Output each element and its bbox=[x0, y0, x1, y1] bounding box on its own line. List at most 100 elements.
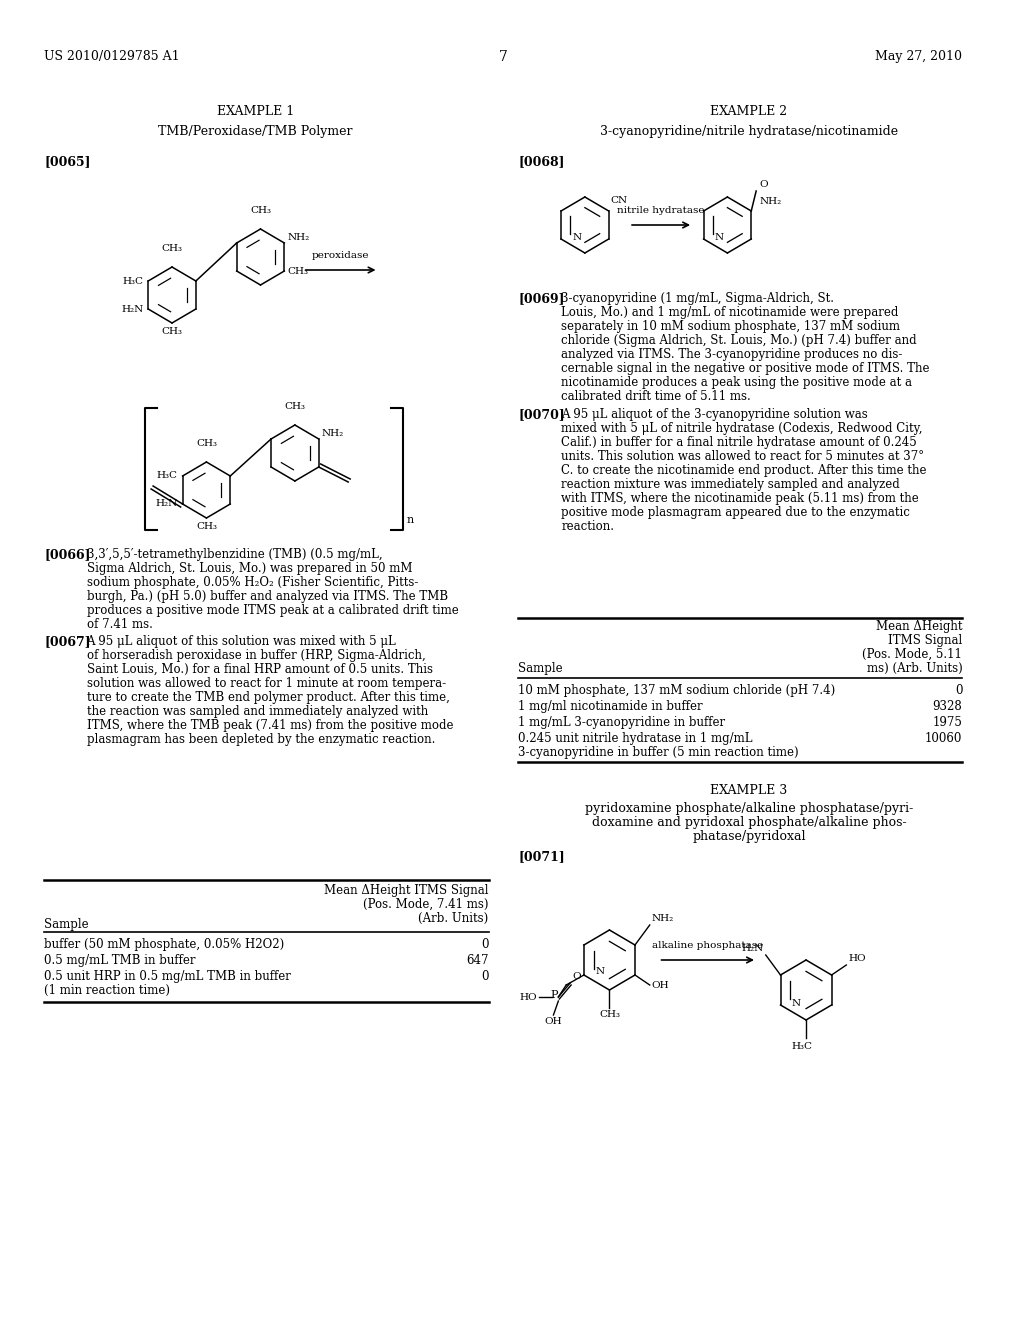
Text: NH₂: NH₂ bbox=[322, 429, 344, 438]
Text: the reaction was sampled and immediately analyzed with: the reaction was sampled and immediately… bbox=[86, 705, 428, 718]
Text: ITMS Signal: ITMS Signal bbox=[888, 634, 963, 647]
Text: of horseradish peroxidase in buffer (HRP, Sigma-Aldrich,: of horseradish peroxidase in buffer (HRP… bbox=[86, 649, 425, 663]
Text: Sample: Sample bbox=[44, 917, 89, 931]
Text: H₂N: H₂N bbox=[741, 944, 764, 953]
Text: nicotinamide produces a peak using the positive mode at a: nicotinamide produces a peak using the p… bbox=[561, 376, 912, 389]
Text: 10060: 10060 bbox=[925, 733, 963, 744]
Text: phatase/pyridoxal: phatase/pyridoxal bbox=[692, 830, 806, 843]
Text: NH₂: NH₂ bbox=[759, 197, 781, 206]
Text: TMB/Peroxidase/TMB Polymer: TMB/Peroxidase/TMB Polymer bbox=[159, 125, 353, 139]
Text: C. to create the nicotinamide end product. After this time the: C. to create the nicotinamide end produc… bbox=[561, 465, 927, 477]
Text: HO: HO bbox=[848, 954, 866, 964]
Text: N: N bbox=[595, 968, 604, 977]
Text: H₃C: H₃C bbox=[122, 276, 143, 285]
Text: of 7.41 ms.: of 7.41 ms. bbox=[86, 618, 153, 631]
Text: peroxidase: peroxidase bbox=[311, 251, 369, 260]
Text: HO: HO bbox=[519, 993, 537, 1002]
Text: 0.5 mg/mL TMB in buffer: 0.5 mg/mL TMB in buffer bbox=[44, 954, 196, 968]
Text: (1 min reaction time): (1 min reaction time) bbox=[44, 983, 170, 997]
Text: 3-cyanopyridine (1 mg/mL, Sigma-Aldrich, St.: 3-cyanopyridine (1 mg/mL, Sigma-Aldrich,… bbox=[561, 292, 835, 305]
Text: CH₃: CH₃ bbox=[196, 521, 217, 531]
Text: Calif.) in buffer for a final nitrile hydratase amount of 0.245: Calif.) in buffer for a final nitrile hy… bbox=[561, 436, 918, 449]
Text: 9328: 9328 bbox=[933, 700, 963, 713]
Text: OH: OH bbox=[651, 981, 670, 990]
Text: 0: 0 bbox=[481, 939, 488, 950]
Text: ITMS, where the TMB peak (7.41 ms) from the positive mode: ITMS, where the TMB peak (7.41 ms) from … bbox=[86, 719, 453, 733]
Text: (Arb. Units): (Arb. Units) bbox=[418, 912, 488, 925]
Text: CH₃: CH₃ bbox=[162, 244, 182, 253]
Text: alkaline phosphatase: alkaline phosphatase bbox=[652, 941, 763, 950]
Text: N: N bbox=[715, 232, 724, 242]
Text: EXAMPLE 1: EXAMPLE 1 bbox=[217, 106, 294, 117]
Text: ture to create the TMB end polymer product. After this time,: ture to create the TMB end polymer produ… bbox=[86, 690, 450, 704]
Text: NH₂: NH₂ bbox=[288, 234, 309, 243]
Text: H₂N: H₂N bbox=[121, 305, 143, 314]
Text: ms) (Arb. Units): ms) (Arb. Units) bbox=[866, 663, 963, 675]
Text: H₃C: H₃C bbox=[157, 471, 178, 480]
Text: Louis, Mo.) and 1 mg/mL of nicotinamide were prepared: Louis, Mo.) and 1 mg/mL of nicotinamide … bbox=[561, 306, 899, 319]
Text: produces a positive mode ITMS peak at a calibrated drift time: produces a positive mode ITMS peak at a … bbox=[86, 605, 459, 616]
Text: 0: 0 bbox=[481, 970, 488, 983]
Text: calibrated drift time of 5.11 ms.: calibrated drift time of 5.11 ms. bbox=[561, 389, 751, 403]
Text: O: O bbox=[572, 972, 581, 981]
Text: H₃C: H₃C bbox=[792, 1041, 813, 1051]
Text: [0068]: [0068] bbox=[518, 154, 564, 168]
Text: 3,3′,5,5′-tetramethylbenzidine (TMB) (0.5 mg/mL,: 3,3′,5,5′-tetramethylbenzidine (TMB) (0.… bbox=[86, 548, 382, 561]
Text: reaction.: reaction. bbox=[561, 520, 614, 533]
Text: 1 mg/ml nicotinamide in buffer: 1 mg/ml nicotinamide in buffer bbox=[518, 700, 702, 713]
Text: H₂N: H₂N bbox=[156, 499, 178, 508]
Text: [0069]: [0069] bbox=[518, 292, 564, 305]
Text: May 27, 2010: May 27, 2010 bbox=[876, 50, 963, 63]
Text: 3-cyanopyridine/nitrile hydratase/nicotinamide: 3-cyanopyridine/nitrile hydratase/nicoti… bbox=[600, 125, 898, 139]
Text: plasmagram has been depleted by the enzymatic reaction.: plasmagram has been depleted by the enzy… bbox=[86, 733, 435, 746]
Text: nitrile hydratase: nitrile hydratase bbox=[616, 206, 705, 215]
Text: US 2010/0129785 A1: US 2010/0129785 A1 bbox=[44, 50, 180, 63]
Text: [0067]: [0067] bbox=[44, 635, 91, 648]
Text: analyzed via ITMS. The 3-cyanopyridine produces no dis-: analyzed via ITMS. The 3-cyanopyridine p… bbox=[561, 348, 903, 360]
Text: burgh, Pa.) (pH 5.0) buffer and analyzed via ITMS. The TMB: burgh, Pa.) (pH 5.0) buffer and analyzed… bbox=[86, 590, 447, 603]
Text: (Pos. Mode, 5.11: (Pos. Mode, 5.11 bbox=[862, 648, 963, 661]
Text: buffer (50 mM phosphate, 0.05% H2O2): buffer (50 mM phosphate, 0.05% H2O2) bbox=[44, 939, 285, 950]
Text: chloride (Sigma Aldrich, St. Louis, Mo.) (pH 7.4) buffer and: chloride (Sigma Aldrich, St. Louis, Mo.)… bbox=[561, 334, 916, 347]
Text: 647: 647 bbox=[466, 954, 488, 968]
Text: NH₂: NH₂ bbox=[651, 913, 674, 923]
Text: CH₃: CH₃ bbox=[162, 327, 182, 337]
Text: units. This solution was allowed to react for 5 minutes at 37°: units. This solution was allowed to reac… bbox=[561, 450, 925, 463]
Text: Saint Louis, Mo.) for a final HRP amount of 0.5 units. This: Saint Louis, Mo.) for a final HRP amount… bbox=[86, 663, 432, 676]
Text: separately in 10 mM sodium phosphate, 137 mM sodium: separately in 10 mM sodium phosphate, 13… bbox=[561, 319, 900, 333]
Text: solution was allowed to react for 1 minute at room tempera-: solution was allowed to react for 1 minu… bbox=[86, 677, 445, 690]
Text: sodium phosphate, 0.05% H₂O₂ (Fisher Scientific, Pitts-: sodium phosphate, 0.05% H₂O₂ (Fisher Sci… bbox=[86, 576, 418, 589]
Text: A 95 μL aliquot of this solution was mixed with 5 μL: A 95 μL aliquot of this solution was mix… bbox=[86, 635, 396, 648]
Text: (Pos. Mode, 7.41 ms): (Pos. Mode, 7.41 ms) bbox=[364, 898, 488, 911]
Text: Mean ΔHeight: Mean ΔHeight bbox=[876, 620, 963, 634]
Text: positive mode plasmagram appeared due to the enzymatic: positive mode plasmagram appeared due to… bbox=[561, 506, 910, 519]
Text: 1975: 1975 bbox=[933, 715, 963, 729]
Text: Mean ΔHeight ITMS Signal: Mean ΔHeight ITMS Signal bbox=[324, 884, 488, 898]
Text: 0: 0 bbox=[954, 684, 963, 697]
Text: EXAMPLE 2: EXAMPLE 2 bbox=[711, 106, 787, 117]
Text: 0.5 unit HRP in 0.5 mg/mL TMB in buffer: 0.5 unit HRP in 0.5 mg/mL TMB in buffer bbox=[44, 970, 291, 983]
Text: CH₃: CH₃ bbox=[288, 267, 308, 276]
Text: EXAMPLE 3: EXAMPLE 3 bbox=[711, 784, 787, 797]
Text: N: N bbox=[572, 232, 582, 242]
Text: OH: OH bbox=[545, 1016, 562, 1026]
Text: 3-cyanopyridine in buffer (5 min reaction time): 3-cyanopyridine in buffer (5 min reactio… bbox=[518, 746, 799, 759]
Text: [0070]: [0070] bbox=[518, 408, 565, 421]
Text: 7: 7 bbox=[499, 50, 508, 63]
Text: cernable signal in the negative or positive mode of ITMS. The: cernable signal in the negative or posit… bbox=[561, 362, 930, 375]
Text: CH₃: CH₃ bbox=[250, 206, 271, 215]
Text: with ITMS, where the nicotinamide peak (5.11 ms) from the: with ITMS, where the nicotinamide peak (… bbox=[561, 492, 919, 506]
Text: 0.245 unit nitrile hydratase in 1 mg/mL: 0.245 unit nitrile hydratase in 1 mg/mL bbox=[518, 733, 753, 744]
Text: CH₃: CH₃ bbox=[599, 1010, 620, 1019]
Text: O: O bbox=[759, 180, 768, 189]
Text: CN: CN bbox=[610, 195, 628, 205]
Text: [0065]: [0065] bbox=[44, 154, 91, 168]
Text: 1 mg/mL 3-cyanopyridine in buffer: 1 mg/mL 3-cyanopyridine in buffer bbox=[518, 715, 725, 729]
Text: A 95 μL aliquot of the 3-cyanopyridine solution was: A 95 μL aliquot of the 3-cyanopyridine s… bbox=[561, 408, 868, 421]
Text: pyridoxamine phosphate/alkaline phosphatase/pyri-: pyridoxamine phosphate/alkaline phosphat… bbox=[585, 803, 913, 814]
Text: doxamine and pyridoxal phosphate/alkaline phos-: doxamine and pyridoxal phosphate/alkalin… bbox=[592, 816, 906, 829]
Text: N: N bbox=[792, 999, 801, 1008]
Text: [0071]: [0071] bbox=[518, 850, 565, 863]
Text: CH₃: CH₃ bbox=[285, 403, 305, 411]
Text: Sigma Aldrich, St. Louis, Mo.) was prepared in 50 mM: Sigma Aldrich, St. Louis, Mo.) was prepa… bbox=[86, 562, 412, 576]
